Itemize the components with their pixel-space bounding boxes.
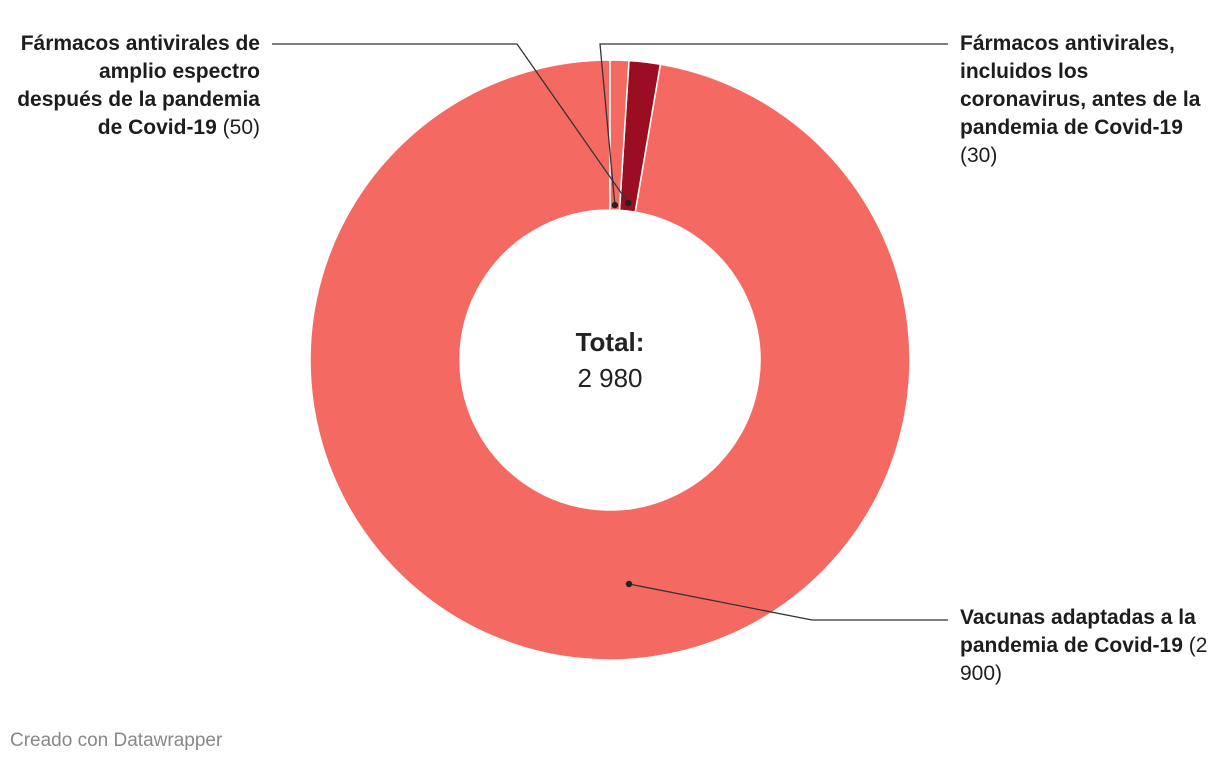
leader-dot <box>625 580 633 588</box>
footer-credit: Creado con Datawrapper <box>10 730 223 751</box>
slice-label-text: Fármacos antivirales de amplio espectro … <box>17 32 260 139</box>
slice-label-vacunas: Vacunas adaptadas a la pandemia de Covid… <box>960 604 1210 688</box>
donut-slice <box>618 59 662 213</box>
center-total: Total: 2 980 <box>510 324 710 396</box>
slice-value: (50) <box>222 116 260 139</box>
leader-line <box>599 43 948 206</box>
center-title: Total: <box>575 327 645 357</box>
leader-line <box>272 43 629 204</box>
slice-label-text: Fármacos antivirales, incluidos los coro… <box>960 32 1201 139</box>
slice-label-antivirales-antes: Fármacos antivirales, incluidos los coro… <box>960 30 1210 170</box>
slice-label-text: Vacunas adaptadas a la pandemia de Covid… <box>960 606 1196 657</box>
leader-dot <box>611 201 619 209</box>
slice-value: (2 900) <box>960 634 1208 685</box>
center-value: 2 980 <box>577 363 643 393</box>
leader-dot <box>625 199 632 207</box>
donut-slice <box>609 59 630 212</box>
slice-label-antivirales-despues: Fármacos antivirales de amplio espectro … <box>10 30 260 142</box>
donut-slice <box>309 59 911 661</box>
slice-value: (30) <box>960 144 998 167</box>
leader-line <box>628 583 948 621</box>
